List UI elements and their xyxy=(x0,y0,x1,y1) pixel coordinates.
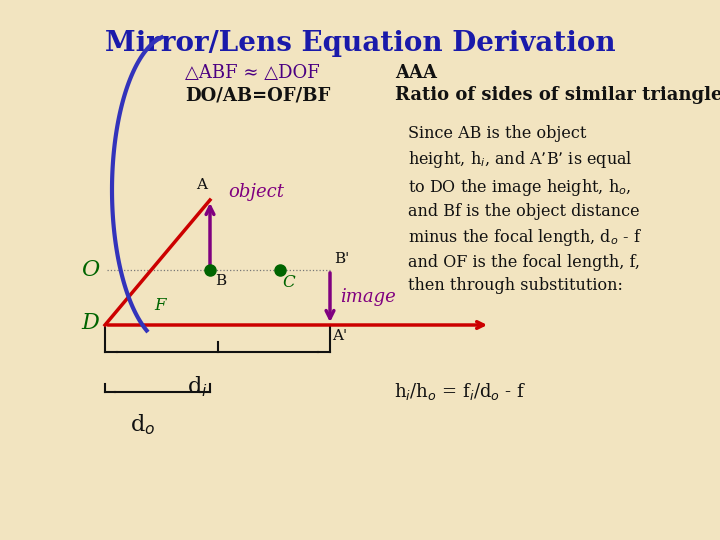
Text: DO/AB=OF/BF: DO/AB=OF/BF xyxy=(185,86,330,104)
Text: object: object xyxy=(228,183,284,201)
Text: A: A xyxy=(197,178,207,192)
Text: Ratio of sides of similar triangles: Ratio of sides of similar triangles xyxy=(395,86,720,104)
Text: F: F xyxy=(154,297,166,314)
Text: B: B xyxy=(215,274,226,288)
Text: AAA: AAA xyxy=(395,64,437,82)
Text: O: O xyxy=(81,259,99,281)
Text: B': B' xyxy=(334,252,349,266)
Text: d$_o$: d$_o$ xyxy=(130,412,155,437)
Text: image: image xyxy=(340,288,396,307)
Text: Since AB is the object
height, h$_i$, and A’B’ is equal
to DO the image height, : Since AB is the object height, h$_i$, an… xyxy=(408,125,642,294)
Text: C: C xyxy=(282,274,294,291)
Text: d$_i$: d$_i$ xyxy=(187,374,208,399)
Text: h$_i$/h$_o$ = f$_i$/d$_o$ - f: h$_i$/h$_o$ = f$_i$/d$_o$ - f xyxy=(394,381,526,402)
Text: D: D xyxy=(81,312,99,334)
Text: A': A' xyxy=(332,329,347,343)
Text: △ABF ≈ △DOF: △ABF ≈ △DOF xyxy=(185,64,320,82)
Text: Mirror/Lens Equation Derivation: Mirror/Lens Equation Derivation xyxy=(104,30,616,57)
